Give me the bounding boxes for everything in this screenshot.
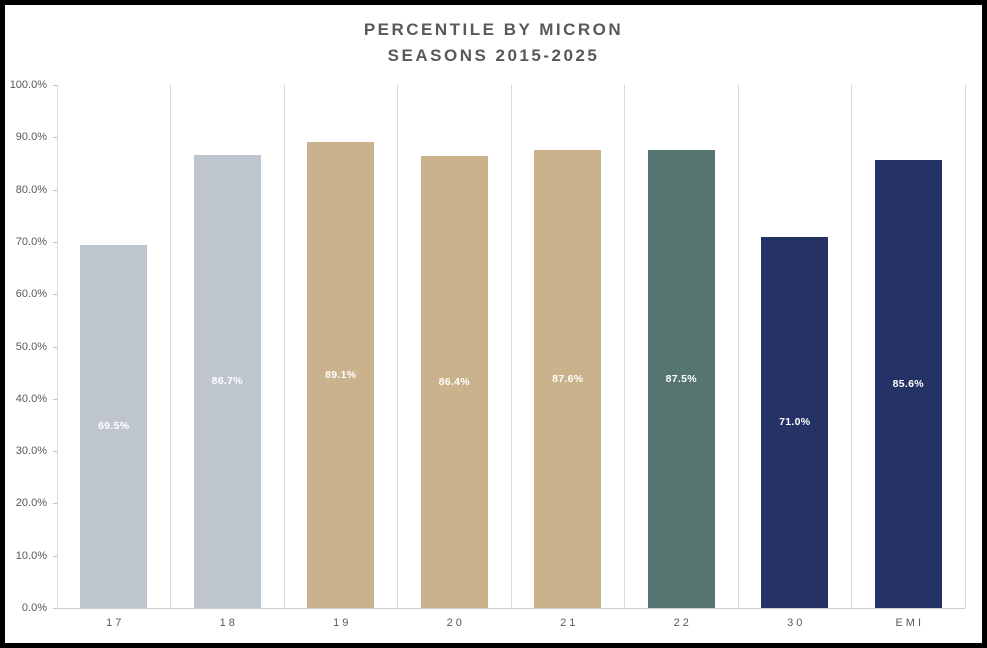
bar-value-label: 86.7% (211, 375, 243, 388)
chart-title-line1: PERCENTILE BY MICRON (363, 20, 624, 39)
bar-18: 86.7% (193, 154, 261, 608)
category-separator-gridline (170, 85, 171, 608)
bar-30: 71.0% (761, 236, 829, 608)
y-axis-tick-label: 20.0% (15, 497, 47, 510)
bar-21: 87.6% (534, 149, 602, 608)
y-axis-tick-mark (53, 555, 57, 557)
y-axis-line (57, 85, 58, 608)
y-axis-tick-mark (53, 189, 57, 191)
y-axis-tick-mark (53, 137, 57, 139)
y-axis-tick-label: 50.0% (15, 340, 47, 353)
bar-20: 86.4% (420, 156, 488, 608)
y-axis-tick-mark (53, 451, 57, 453)
x-axis-category-label-18: 18 (219, 617, 238, 629)
bar-22: 87.5% (647, 150, 715, 608)
chart-title-line2: SEASONS 2015-2025 (387, 46, 600, 65)
x-axis-category-label-19: 19 (333, 617, 352, 629)
category-separator-gridline (851, 85, 852, 608)
y-axis-tick-mark (53, 294, 57, 296)
x-axis-category-label-21: 21 (560, 617, 579, 629)
x-axis-category-label-30: 30 (787, 617, 806, 629)
y-axis-tick-label: 80.0% (15, 183, 47, 196)
x-axis-category-label-20: 20 (446, 617, 465, 629)
category-separator-gridline (510, 85, 512, 608)
bar-19: 89.1% (307, 142, 375, 608)
y-axis-tick-mark (53, 398, 57, 400)
y-axis-tick-label: 70.0% (15, 235, 47, 248)
y-axis-tick-label: 10.0% (15, 549, 47, 562)
bar-17: 69.5% (80, 244, 148, 608)
y-axis-tick-mark (53, 503, 57, 505)
x-axis-category-label-22: 22 (673, 617, 692, 629)
bar-value-label: 87.6% (552, 372, 584, 385)
y-axis-tick-mark (53, 346, 57, 348)
y-axis-tick-mark (53, 85, 57, 86)
category-separator-gridline (964, 85, 966, 608)
plot-area: 0.0% 10.0% 20.0% 30.0% 40.0% 50.0% 60.0% 70.0% 8… (10, 79, 966, 629)
bar-value-label: 71.0% (779, 416, 811, 429)
y-axis-tick-label: 100.0% (9, 79, 47, 91)
bar-value-label: 86.4% (438, 376, 470, 389)
bar-emi: 85.6% (874, 160, 942, 608)
bar-value-label: 85.6% (892, 378, 924, 391)
category-separator-gridline (397, 85, 398, 608)
category-separator-gridline (283, 85, 285, 608)
y-axis-tick-label: 30.0% (15, 445, 47, 458)
category-separator-gridline (624, 85, 625, 608)
x-axis-category-label-17: 17 (106, 617, 125, 629)
y-axis-tick-label: 0.0% (21, 602, 47, 614)
y-axis-tick-mark (53, 608, 57, 609)
y-axis-tick-mark (53, 241, 57, 243)
bar-value-label: 69.5% (98, 420, 130, 433)
category-separator-gridline (737, 85, 739, 608)
bar-value-label: 89.1% (325, 369, 357, 381)
y-axis-tick-label: 90.0% (15, 131, 47, 144)
bar-value-label: 87.5% (665, 373, 697, 386)
x-axis-line (57, 608, 965, 609)
y-axis-tick-label: 40.0% (15, 392, 47, 405)
chart-title: PERCENTILE BY MICRON SEASONS 2015-2025 (5, 17, 982, 69)
y-axis-tick-label: 60.0% (15, 288, 47, 301)
x-axis-category-label-emi: EMI (895, 617, 925, 629)
